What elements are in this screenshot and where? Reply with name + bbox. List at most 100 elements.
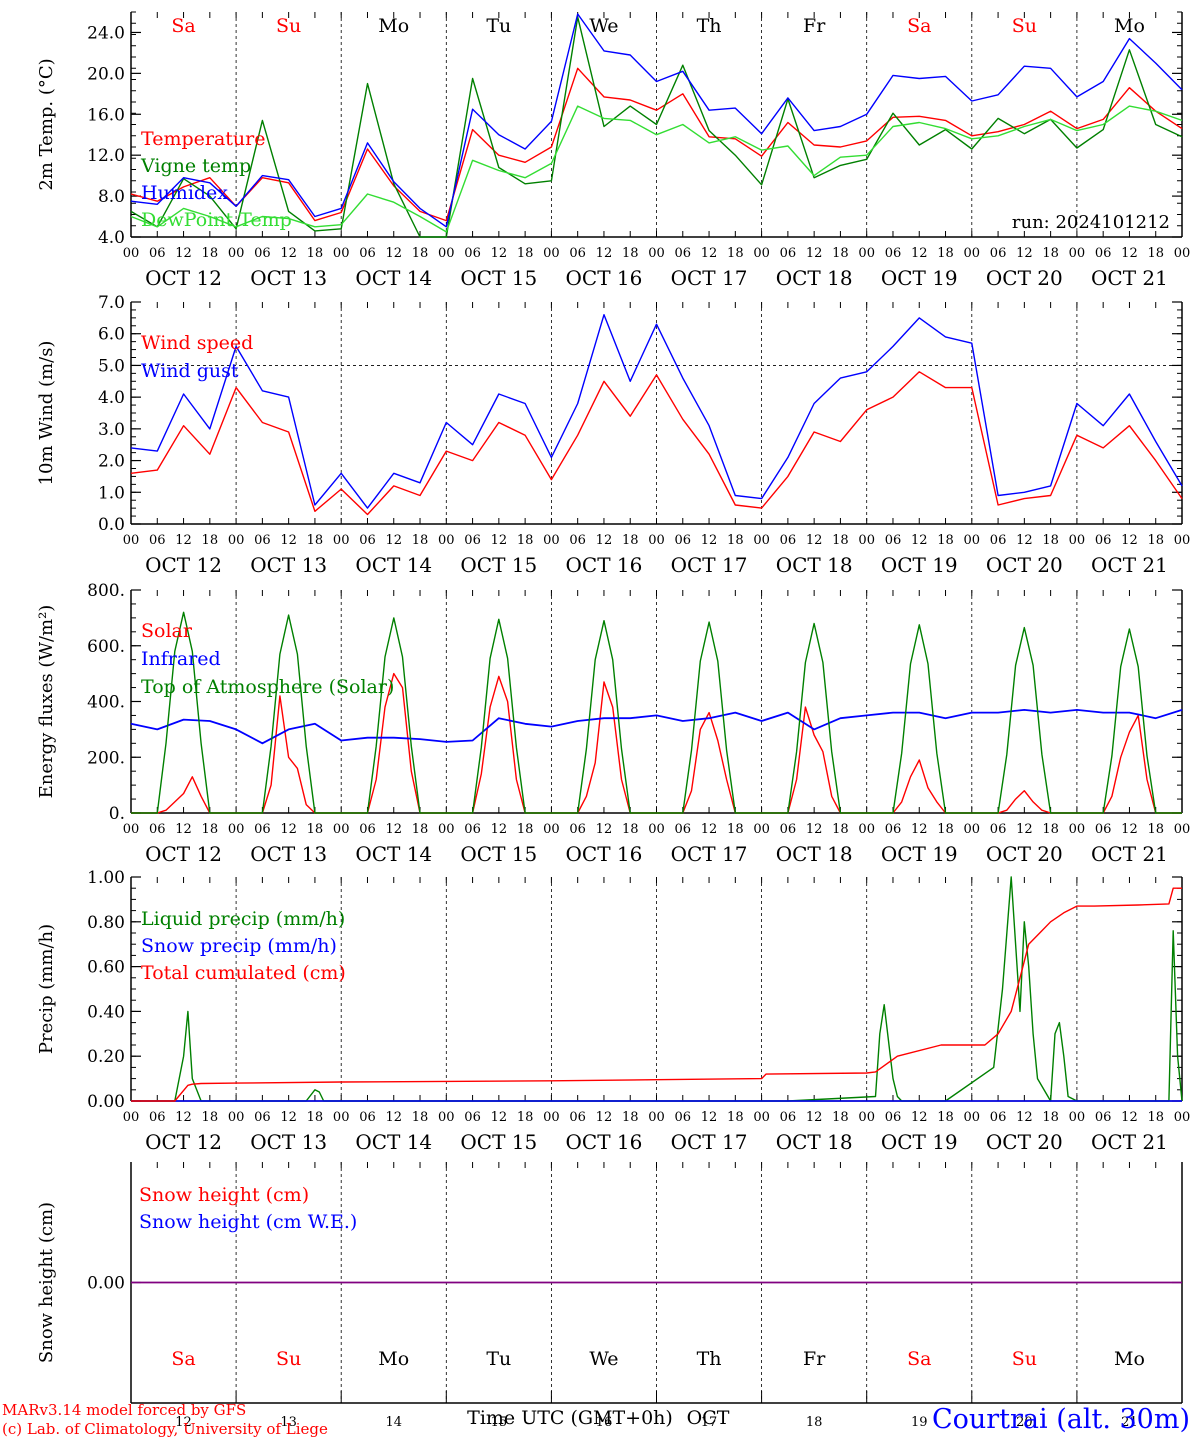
copyright: (c) Lab. of Climatology, University of L… xyxy=(2,1420,328,1438)
weekday-label: Fr xyxy=(803,1348,826,1370)
hour-label: 06 xyxy=(675,1110,692,1125)
hour-label: 00 xyxy=(438,822,455,837)
date-label: OCT 16 xyxy=(566,266,643,290)
y-tick-label: 16.0 xyxy=(87,105,125,125)
date-label: OCT 18 xyxy=(776,1130,853,1154)
y-tick-label: 0.0 xyxy=(98,515,125,535)
y-tick-label: 1.00 xyxy=(87,868,125,888)
day-number: 17 xyxy=(701,1415,718,1430)
hour-label: 12 xyxy=(911,1110,928,1125)
hour-label: 06 xyxy=(675,533,692,548)
hour-label: 06 xyxy=(1095,822,1112,837)
y-tick-label: 2.0 xyxy=(98,452,125,472)
y-axis-label: Snow height (cm) xyxy=(36,1202,57,1363)
date-label: OCT 20 xyxy=(986,553,1063,577)
date-label: OCT 20 xyxy=(986,1130,1063,1154)
date-label: OCT 13 xyxy=(250,1130,327,1154)
weekday-label: Su xyxy=(1012,1348,1037,1370)
hour-label: 18 xyxy=(937,246,954,261)
hour-label: 12 xyxy=(911,822,928,837)
hour-label: 06 xyxy=(885,822,902,837)
date-label: OCT 14 xyxy=(355,842,432,866)
series-line-1 xyxy=(130,371,1183,516)
date-label: OCT 21 xyxy=(1091,1130,1168,1154)
weekday-label: Mo xyxy=(1114,1348,1145,1370)
hour-label: 00 xyxy=(648,246,665,261)
panel-4: 1.00 0.80 0.60 0.40 0.20 0.00 Precip (mm/h) Liq… xyxy=(36,868,1190,1154)
hour-label: 00 xyxy=(648,533,665,548)
hour-label: 00 xyxy=(858,246,875,261)
date-label: OCT 16 xyxy=(566,1130,643,1154)
hour-label: 12 xyxy=(701,822,718,837)
hour-label: 18 xyxy=(832,822,849,837)
weekday-label: Th xyxy=(697,15,722,37)
station-title: Courtrai (alt. 30m) xyxy=(932,1404,1190,1435)
y-tick-label: 4.0 xyxy=(98,388,125,408)
hour-label: 00 xyxy=(1174,246,1191,261)
weekday-label: Th xyxy=(697,1348,722,1370)
hour-label: 06 xyxy=(254,822,271,837)
weekday-label: Su xyxy=(1012,15,1037,37)
y-tick-label: 0.20 xyxy=(87,1047,125,1067)
hour-label: 18 xyxy=(202,1110,219,1125)
hour-label: 00 xyxy=(333,246,350,261)
day-number: 13 xyxy=(280,1415,297,1430)
hour-label: 00 xyxy=(333,1110,350,1125)
y-tick-label: 0.60 xyxy=(87,958,125,978)
hour-label: 18 xyxy=(622,533,639,548)
legend-entry: Liquid precip (mm/h) xyxy=(141,908,345,930)
hour-label: 06 xyxy=(569,246,586,261)
hour-label: 00 xyxy=(438,533,455,548)
hour-label: 18 xyxy=(517,1110,534,1125)
date-label: OCT 16 xyxy=(566,553,643,577)
y-tick-label: 12.0 xyxy=(87,146,125,166)
hour-label: 18 xyxy=(202,822,219,837)
series-line-2 xyxy=(130,709,1183,745)
legend-entry: Top of Atmosphere (Solar) xyxy=(141,676,394,698)
series-line-3 xyxy=(131,611,1182,814)
y-tick-label: 8.0 xyxy=(98,187,125,207)
hour-label: 00 xyxy=(123,533,140,548)
y-axis-label: 2m Temp. (°C) xyxy=(36,58,57,190)
legend-entry: Humidex xyxy=(141,182,228,204)
y-tick-label: 6.0 xyxy=(98,325,125,345)
hour-label: 12 xyxy=(701,1110,718,1125)
date-label: OCT 19 xyxy=(881,553,958,577)
date-label: OCT 12 xyxy=(145,842,222,866)
hour-label: 12 xyxy=(911,246,928,261)
y-axis-label: 10m Wind (m/s) xyxy=(36,341,57,486)
panel-2: 7.0 6.0 5.0 4.0 3.0 2.0 1.0 0.0 10m Wind (m/s) Wi… xyxy=(36,293,1190,577)
y-tick-label: 5.0 xyxy=(98,356,125,376)
hour-label: 18 xyxy=(412,533,429,548)
hour-label: 06 xyxy=(780,1110,797,1125)
hour-label: 00 xyxy=(753,246,770,261)
hour-label: 06 xyxy=(464,1110,481,1125)
day-number: 20 xyxy=(1016,1415,1033,1430)
hour-label: 18 xyxy=(1147,822,1164,837)
hour-label: 12 xyxy=(385,246,402,261)
hour-label: 18 xyxy=(517,246,534,261)
hour-label: 18 xyxy=(1147,246,1164,261)
panel-3: 800. 600. 400. 200. 0. Energy fluxes (W/m²) So… xyxy=(36,581,1190,866)
hour-label: 12 xyxy=(385,533,402,548)
date-label: OCT 13 xyxy=(250,553,327,577)
date-label: OCT 13 xyxy=(250,266,327,290)
day-number: 19 xyxy=(911,1415,928,1430)
date-label: OCT 19 xyxy=(881,842,958,866)
hour-label: 18 xyxy=(1042,246,1059,261)
y-tick-label: 600. xyxy=(87,637,125,657)
hour-label: 18 xyxy=(937,822,954,837)
date-label: OCT 12 xyxy=(145,266,222,290)
weekday-label: Fr xyxy=(803,15,826,37)
weekday-label: Sa xyxy=(171,1348,195,1370)
hour-label: 12 xyxy=(1016,1110,1033,1125)
y-tick-label: 0.40 xyxy=(87,1002,125,1022)
date-label: OCT 17 xyxy=(671,1130,748,1154)
hour-label: 12 xyxy=(1121,822,1138,837)
date-label: OCT 14 xyxy=(355,553,432,577)
y-tick-label: 7.0 xyxy=(98,293,125,313)
hour-label: 00 xyxy=(123,822,140,837)
date-label: OCT 21 xyxy=(1091,266,1168,290)
legend-entry: Snow height (cm) xyxy=(139,1184,309,1206)
x-axis-time-label: Time UTC (GMT+0h) xyxy=(467,1407,673,1429)
